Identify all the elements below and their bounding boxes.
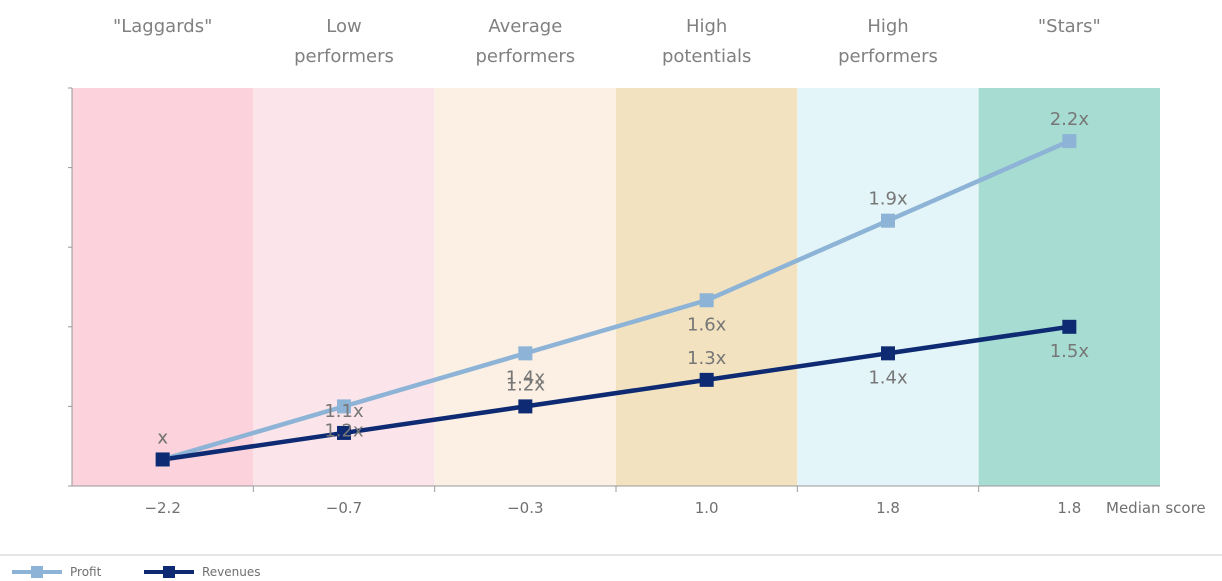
category-label: "Laggards" <box>113 16 212 37</box>
category-band <box>616 88 798 486</box>
marker-profit <box>337 399 351 414</box>
data-label-profit: 2.2x <box>1050 109 1090 130</box>
category-label: Average <box>488 16 562 37</box>
data-label-profit: 1.6x <box>687 314 727 335</box>
category-band <box>72 88 254 486</box>
x-tick-label: −2.2 <box>144 499 180 517</box>
series-lines <box>162 139 1071 462</box>
marker-revenues <box>881 346 895 361</box>
marker-revenues <box>518 399 533 414</box>
category-band <box>978 88 1160 486</box>
x-axis-title: Median score <box>1106 499 1206 517</box>
category-label: performers <box>294 46 394 67</box>
data-label-profit: 1.2x <box>324 420 364 441</box>
series-markers <box>155 134 1077 467</box>
marker-revenues <box>699 372 714 387</box>
x-tick-label: −0.7 <box>326 499 362 517</box>
legend-swatch-marker <box>31 566 43 578</box>
x-tick-labels: −2.2 −0.7 −0.3 1.0 1.8 1.8 <box>144 499 1081 517</box>
data-labels: x 1.2x1.4x1.6x1.9x2.2xx1.1x1.2x1.3x1.4x1.… <box>157 109 1089 448</box>
data-label-revenues: 1.4x <box>868 367 908 388</box>
series-line-revenues <box>162 324 1070 462</box>
x-tick-label: 1.8 <box>876 499 900 517</box>
category-band <box>434 88 616 486</box>
category-label: potentials <box>662 46 751 67</box>
category-label: Low <box>326 16 361 37</box>
marker-profit <box>881 213 895 228</box>
data-label-revenues: 1.5x <box>1050 341 1090 362</box>
category-label: performers <box>475 46 575 67</box>
marker-revenues <box>337 425 351 440</box>
axes <box>68 87 1160 492</box>
marker-revenues <box>155 452 170 467</box>
x-tick-label: −0.3 <box>507 499 543 517</box>
data-label-profit: 1.9x <box>868 189 908 210</box>
data-label-revenues: 1.2x <box>506 374 546 395</box>
x-tick-label: 1.8 <box>1057 499 1081 517</box>
category-label: performers <box>838 46 938 67</box>
marker-profit <box>1062 134 1077 149</box>
category-label: High <box>686 16 727 37</box>
category-band <box>797 88 979 486</box>
marker-profit <box>699 293 714 308</box>
series-line-profit <box>162 139 1071 462</box>
legend-label-profit: Profit <box>70 565 102 579</box>
data-label-revenues: 1.1x <box>324 401 364 422</box>
marker-revenues <box>1062 319 1077 334</box>
category-label: High <box>867 16 908 37</box>
legend: Profit Revenues <box>0 554 1222 579</box>
data-label-revenues: 1.3x <box>687 348 727 369</box>
data-label-profit: 1.4x <box>506 367 546 388</box>
category-label: "Stars" <box>1038 16 1101 37</box>
marker-profit <box>518 346 533 361</box>
category-band <box>253 88 435 486</box>
category-labels: "Laggards" Low performers Average performers… <box>113 16 1101 67</box>
x-tick-label: 1.0 <box>695 499 719 517</box>
legend-label-revenues: Revenues <box>202 565 261 579</box>
category-bands <box>72 88 1160 486</box>
data-label-revenues: x <box>157 427 168 448</box>
data-label-profit: x <box>157 427 168 448</box>
legend-swatch-marker <box>163 566 175 578</box>
